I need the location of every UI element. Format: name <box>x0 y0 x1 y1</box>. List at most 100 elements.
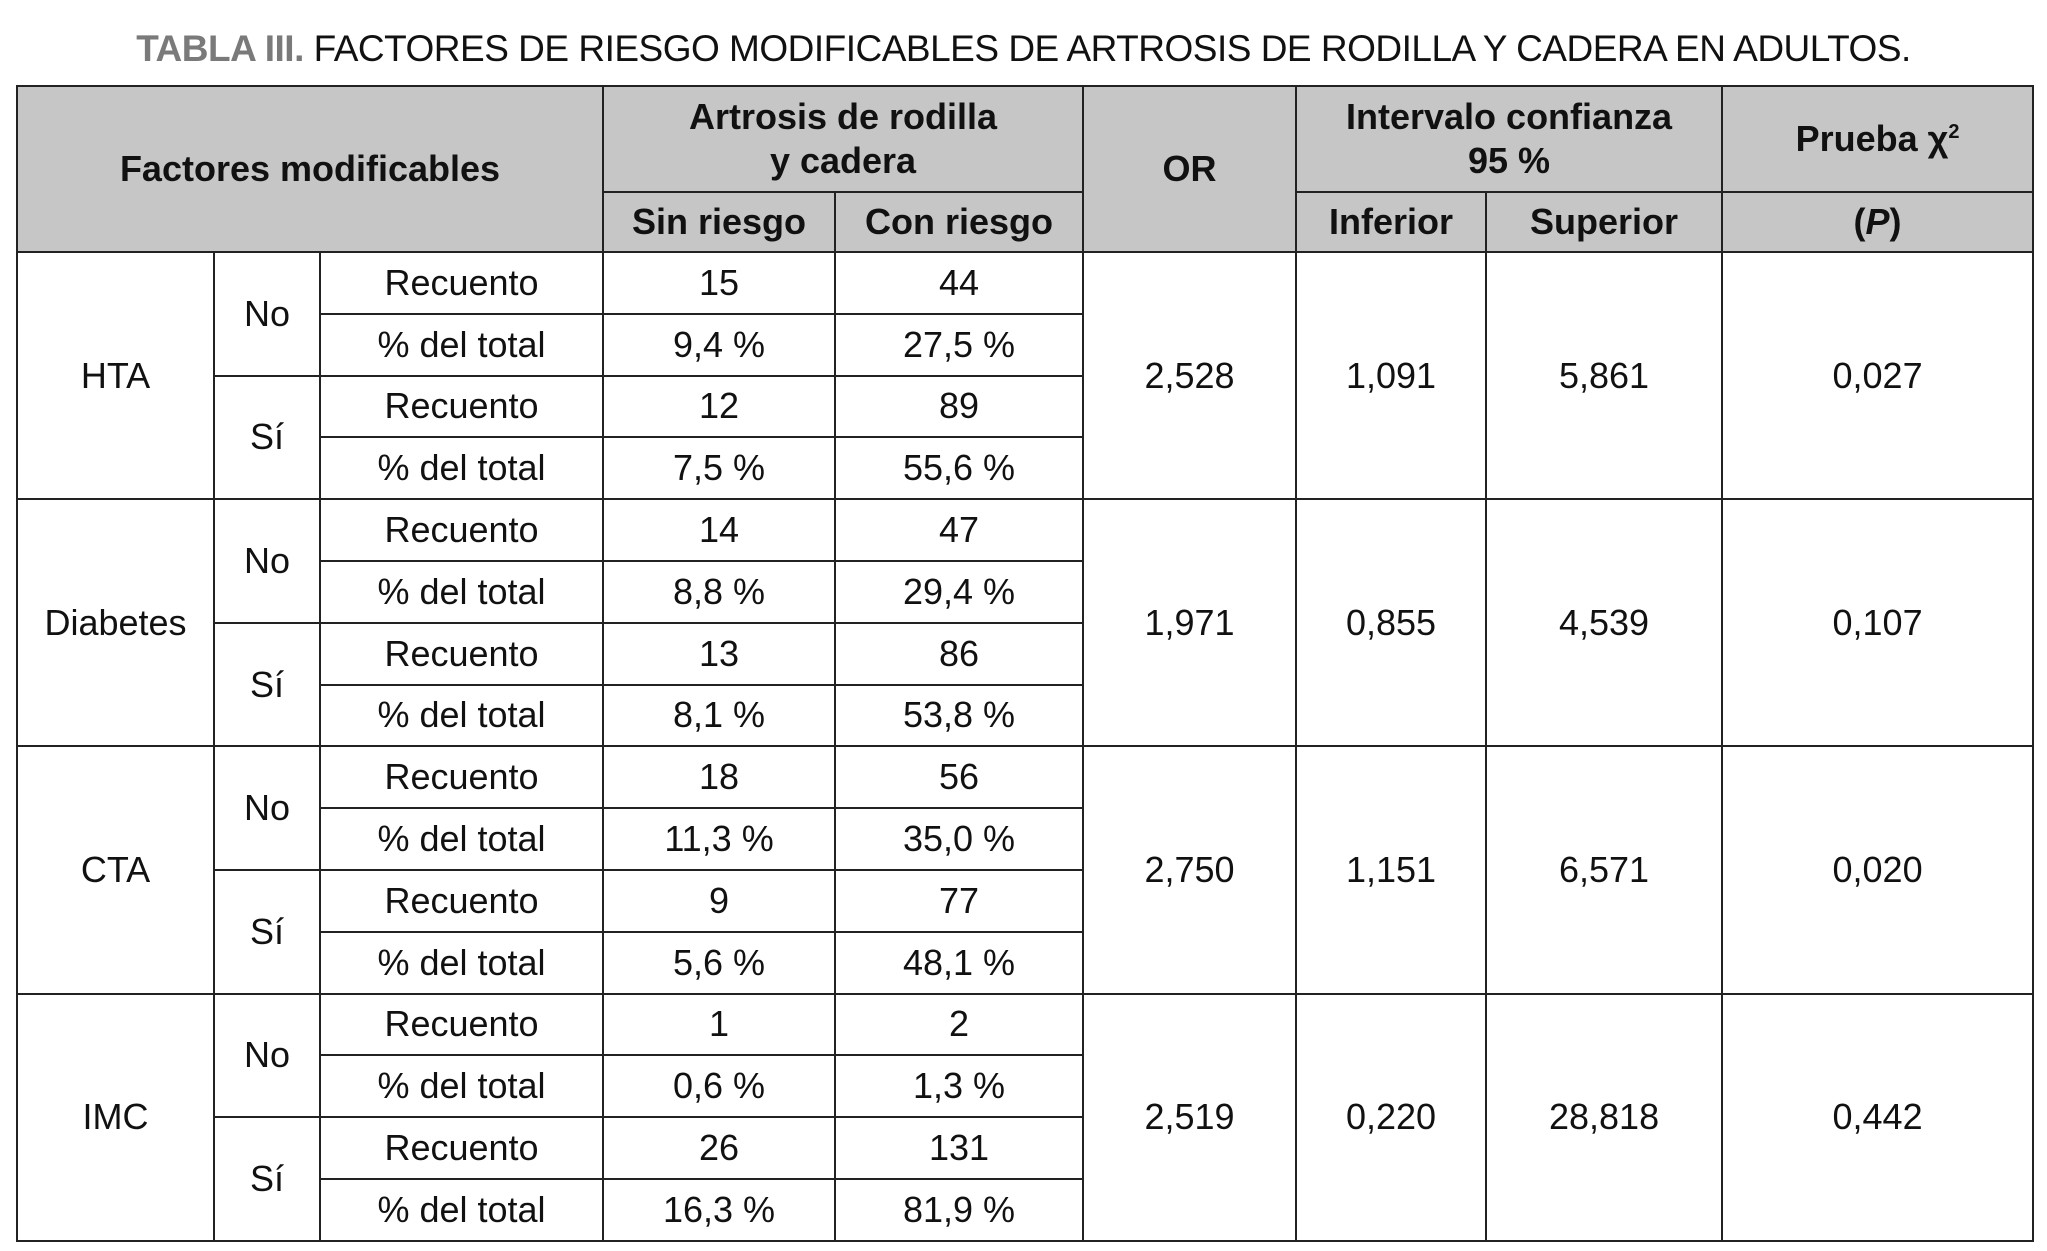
con-riesgo-value: 131 <box>834 1116 1085 1180</box>
header-artrosis: Artrosis de rodilla y cadera <box>602 85 1085 193</box>
header-prueba: Prueba χ2 <box>1721 85 2035 193</box>
sin-riesgo-value: 8,8 % <box>602 559 837 624</box>
ic-inferior-value: 1,091 <box>1295 250 1488 501</box>
ic-inferior-value: 0,220 <box>1295 992 1488 1242</box>
table-row: % del total 9,4 % 27,5 % <box>17 312 2033 377</box>
sin-riesgo-value: 13 <box>602 621 837 686</box>
header-artrosis-line1: Artrosis de rodilla <box>688 96 998 137</box>
table-row: Sí Recuento 9 77 <box>17 868 2033 995</box>
risk-factors-table: Factores modificables Artrosis de rodill… <box>15 85 2035 1242</box>
pct-label: % del total <box>318 683 605 748</box>
header-or: OR <box>1082 85 1298 253</box>
pct-label: % del total <box>318 1054 605 1119</box>
table-row: Sí Recuento 13 86 <box>17 621 2033 748</box>
group-label: Sí <box>213 621 321 748</box>
con-riesgo-value: 48,1 % <box>834 930 1085 995</box>
table-row: HTA No Recuento 15 44 2,528 1,091 5,861 0,027 <box>16 250 2035 501</box>
or-value: 1,971 <box>1082 498 1298 748</box>
table-row: Sí Recuento 26 131 <box>17 1116 2033 1242</box>
recuento-label: Recuento <box>318 1116 605 1180</box>
p-value: 0,442 <box>1721 992 2035 1242</box>
header-prueba-sup: 2 <box>1948 121 1960 143</box>
con-riesgo-value: 27,5 % <box>834 312 1085 377</box>
ic-superior-value: 6,571 <box>1485 745 1724 995</box>
header-p-close: ) <box>1889 201 1902 242</box>
header-con-riesgo: Con riesgo <box>834 191 1085 253</box>
ic-superior-value: 28,818 <box>1485 992 1724 1242</box>
header-p-letter: P <box>1865 201 1890 242</box>
or-value: 2,528 <box>1082 250 1298 501</box>
or-value: 2,519 <box>1082 992 1298 1242</box>
group-label: No <box>213 745 321 871</box>
recuento-label: Recuento <box>318 374 605 439</box>
recuento-label: Recuento <box>318 992 605 1057</box>
sin-riesgo-value: 16,3 % <box>602 1177 837 1242</box>
group-label: No <box>213 251 321 377</box>
header-prueba-text: Prueba χ <box>1795 118 1949 159</box>
table-row: Sí Recuento 12 89 <box>17 374 2033 501</box>
sin-riesgo-value: 26 <box>602 1116 837 1180</box>
con-riesgo-value: 2 <box>834 992 1085 1057</box>
pct-label: % del total <box>318 1177 605 1242</box>
table-row: % del total 7,5 % 55,6 % <box>17 436 2033 501</box>
con-riesgo-value: 86 <box>834 621 1085 686</box>
table-row: % del total 0,6 % 1,3 % <box>17 1054 2033 1119</box>
table-title: TABLA III. FACTORES DE RIESGO MODIFICABL… <box>0 28 2047 70</box>
pct-label: % del total <box>318 312 605 377</box>
header-ic-line1: Intervalo confianza <box>1346 96 1673 137</box>
ic-inferior-value: 0,855 <box>1295 498 1488 748</box>
table-number: TABLA III. <box>136 28 304 69</box>
table-row: % del total 11,3 % 35,0 % <box>17 807 2033 871</box>
pct-label: % del total <box>318 559 605 624</box>
recuento-label: Recuento <box>318 251 605 315</box>
sin-riesgo-value: 12 <box>602 374 837 439</box>
table-row: CTA No Recuento 18 56 2,750 1,151 6,571 0,020 <box>16 745 2035 995</box>
con-riesgo-value: 44 <box>834 251 1085 315</box>
sin-riesgo-value: 9,4 % <box>602 312 837 377</box>
group-label: No <box>213 498 321 624</box>
header-artrosis-line2: y cadera <box>769 140 917 181</box>
table-row: % del total 8,8 % 29,4 % <box>17 559 2033 624</box>
table-caption: FACTORES DE RIESGO MODIFICABLES DE ARTRO… <box>313 28 1912 69</box>
con-riesgo-value: 81,9 % <box>834 1177 1085 1242</box>
or-value: 2,750 <box>1082 745 1298 995</box>
ic-superior-value: 5,861 <box>1485 250 1724 501</box>
con-riesgo-value: 29,4 % <box>834 559 1085 624</box>
factor-name: CTA <box>16 745 215 995</box>
header-ic: Intervalo confianza 95 % <box>1295 85 1724 193</box>
ic-superior-value: 4,539 <box>1485 498 1724 748</box>
p-value: 0,027 <box>1721 250 2035 501</box>
header-factores: Factores modificables <box>15 85 605 253</box>
con-riesgo-value: 47 <box>834 498 1085 562</box>
group-label: Sí <box>213 1116 321 1242</box>
con-riesgo-value: 89 <box>834 374 1085 439</box>
sin-riesgo-value: 1 <box>602 992 837 1057</box>
group-label: Sí <box>213 374 321 501</box>
pct-label: % del total <box>318 436 605 501</box>
group-label: Sí <box>213 868 321 995</box>
sin-riesgo-value: 8,1 % <box>602 683 837 748</box>
header-ic-line2: 95 % <box>1468 140 1551 181</box>
recuento-label: Recuento <box>318 745 605 810</box>
pct-label: % del total <box>318 930 605 995</box>
header-superior: Superior <box>1485 191 1724 253</box>
header-p: (P) <box>1721 191 2035 253</box>
factor-name: IMC <box>16 992 215 1242</box>
p-value: 0,020 <box>1721 745 2035 995</box>
table-row: Diabetes No Recuento 14 47 1,971 0,855 4,539 0,1… <box>16 498 2035 748</box>
con-riesgo-value: 35,0 % <box>834 807 1085 871</box>
table-row: % del total 16,3 % 81,9 % <box>17 1177 2033 1242</box>
header-sin-riesgo: Sin riesgo <box>602 191 837 253</box>
con-riesgo-value: 77 <box>834 868 1085 933</box>
table-row: IMC No Recuento 1 2 2,519 0,220 28,818 0,442 <box>16 992 2035 1242</box>
factor-name: Diabetes <box>16 498 215 748</box>
recuento-label: Recuento <box>318 621 605 686</box>
table-row: % del total 5,6 % 48,1 % <box>17 930 2033 995</box>
sin-riesgo-value: 9 <box>602 868 837 933</box>
table-row: % del total 8,1 % 53,8 % <box>17 683 2033 748</box>
sin-riesgo-value: 11,3 % <box>602 807 837 871</box>
factor-name: HTA <box>16 250 215 501</box>
header-inferior: Inferior <box>1295 191 1488 253</box>
recuento-label: Recuento <box>318 498 605 562</box>
con-riesgo-value: 53,8 % <box>834 683 1085 748</box>
